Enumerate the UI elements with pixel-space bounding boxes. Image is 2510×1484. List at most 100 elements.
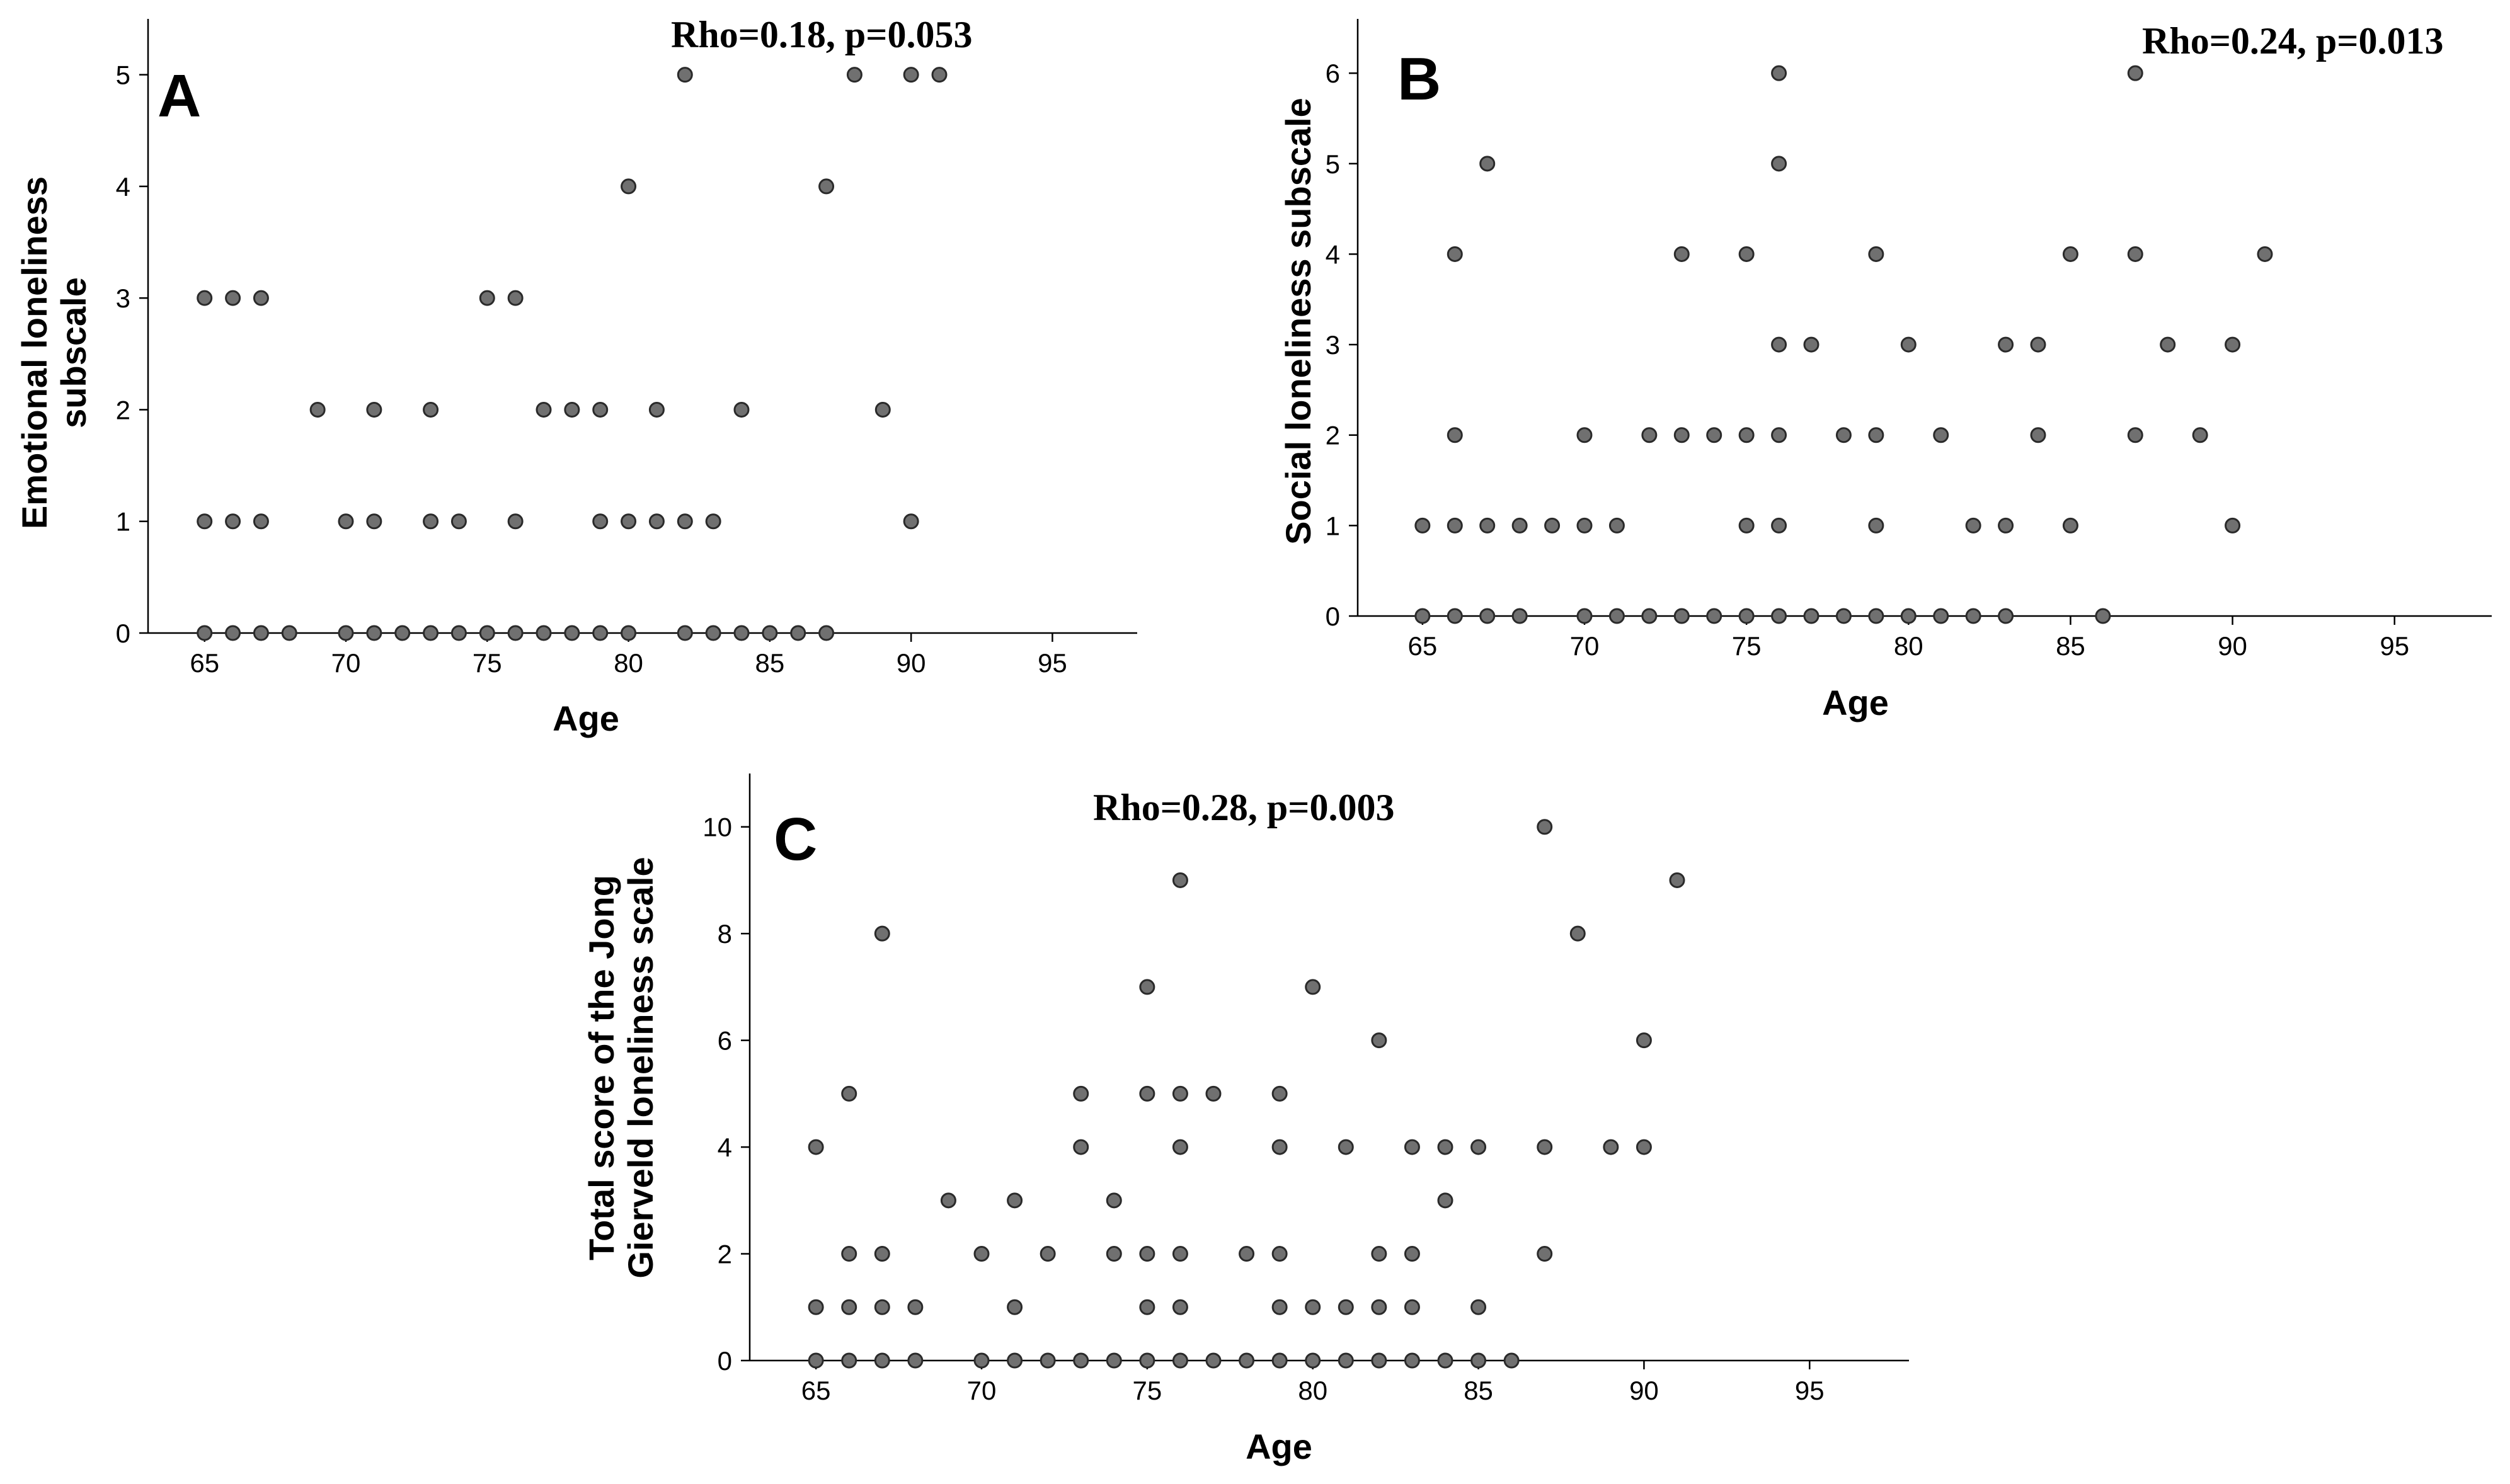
panel-a-data-point — [564, 401, 580, 418]
panel-a-data-point — [281, 625, 297, 641]
panel-c-data-point — [874, 1299, 890, 1315]
panel-c-x-tick-label: 95 — [1795, 1376, 1825, 1405]
panel-b-x-tick-label: 70 — [1570, 631, 1600, 661]
panel-a-data-point — [592, 401, 609, 418]
panel-b-x-tick-label: 80 — [1894, 631, 1923, 661]
panel-c-data-point — [1371, 1352, 1387, 1369]
panel-c-data-point — [1172, 1139, 1188, 1155]
panel-b-data-point — [1544, 517, 1561, 534]
panel-a-data-point — [818, 625, 835, 641]
panel-a-data-point — [733, 401, 750, 418]
panel-c-data-point — [1404, 1246, 1420, 1262]
panel-b-data-point — [1738, 246, 1755, 262]
panel-c-data-point — [1040, 1352, 1056, 1369]
panel-b-data-point — [2062, 517, 2078, 534]
panel-c-data-point — [1271, 1246, 1288, 1262]
panel-c-data-point — [841, 1085, 857, 1102]
panel-a-data-point — [621, 513, 637, 530]
panel-b-data-point — [1673, 246, 1690, 262]
panel-a-data-point — [931, 67, 948, 83]
panel-c-data-point — [1106, 1352, 1122, 1369]
panel-b-x-tick-label: 90 — [2218, 631, 2247, 661]
panel-c-y-tick-label: 0 — [718, 1346, 732, 1376]
panel-a-y-tick-label: 1 — [116, 507, 130, 537]
panel-c-y-tick-label: 4 — [718, 1133, 732, 1162]
panel-b-data-point — [1965, 608, 1981, 624]
panel-a-data-point — [903, 513, 919, 530]
panel-b-data-point — [1641, 608, 1658, 624]
panel-b-data-point — [1414, 608, 1431, 624]
panel-b-data-point — [2192, 427, 2208, 443]
panel-c-data-point — [1437, 1139, 1453, 1155]
panel-c-data-point — [1106, 1192, 1122, 1209]
panel-b-x-tick-label: 75 — [1732, 631, 1762, 661]
panel-a-letter: A — [158, 62, 201, 130]
panel-b-data-point — [1868, 608, 1884, 624]
panel-b-data-point — [2095, 608, 2111, 624]
panel-b-x-tick-label: 85 — [2056, 631, 2085, 661]
panel-c-data-point — [1007, 1352, 1023, 1369]
panel-c-data-point — [1139, 979, 1155, 995]
panel-c-data-point — [1404, 1352, 1420, 1369]
panel-a-data-point — [225, 513, 241, 530]
panel-b-y-axis-label-line: Social loneliness subscale — [1278, 98, 1318, 545]
panel-a-data-point — [253, 290, 269, 306]
panel-b-data-point — [1771, 517, 1787, 534]
panel-b-data-point — [1706, 427, 1722, 443]
panel-b-y-tick-label: 5 — [1326, 149, 1340, 179]
panel-b-y-tick-label: 3 — [1326, 330, 1340, 360]
panel-c-data-point — [1338, 1299, 1354, 1315]
panel-c-data-point — [1404, 1299, 1420, 1315]
panel-c-x-tick-label: 80 — [1298, 1376, 1327, 1405]
panel-c-x-tick-label: 70 — [967, 1376, 997, 1405]
panel-b-y-tick-label: 4 — [1326, 239, 1340, 269]
panel-c-data-point — [907, 1299, 924, 1315]
panel-a-data-point — [423, 513, 439, 530]
panel-b-y-tick-label: 1 — [1326, 511, 1340, 540]
panel-b-data-point — [2062, 246, 2078, 262]
panel-c-data-point — [841, 1352, 857, 1369]
panel-a-data-point — [479, 625, 495, 641]
panel-b-data-point — [1608, 517, 1625, 534]
panel-a-data-point — [507, 625, 524, 641]
panel-c-data-point — [1636, 1032, 1652, 1049]
panel-c-y-axis-label-line: Gierveld loneliness scale — [621, 857, 660, 1278]
panel-c-y-axis-label: Total score of the Jong Gierveld loneline… — [582, 857, 660, 1278]
panel-b-data-point — [1608, 608, 1625, 624]
panel-c-data-point — [1371, 1246, 1387, 1262]
panel-b-data-point — [1771, 65, 1787, 81]
panel-a-data-point — [536, 401, 552, 418]
panel-c-data-point — [1172, 1246, 1188, 1262]
panel-a-x-axis-label: Age — [553, 699, 619, 738]
panel-a-data-point — [592, 625, 609, 641]
panel-c-data-point — [1172, 1085, 1188, 1102]
panel-b-letter: B — [1397, 45, 1441, 113]
panel-b-data-point — [2257, 246, 2273, 262]
panel-b-data-point — [1998, 336, 2014, 353]
panel-b-y-tick-label: 2 — [1326, 421, 1340, 450]
panel-a-x-tick-label: 75 — [473, 648, 502, 678]
panel-b-x-axis-label: Age — [1822, 683, 1889, 722]
panel-c-y-tick-label: 2 — [718, 1240, 732, 1269]
panel-a-data-point — [874, 401, 891, 418]
panel-b-data-point — [1933, 427, 1949, 443]
panel-c-data-point — [1470, 1352, 1487, 1369]
panel-b-data-point — [1479, 608, 1496, 624]
panel-a-data-point — [648, 513, 665, 530]
panel-c-data-point — [1437, 1352, 1453, 1369]
panel-a-data-point — [621, 625, 637, 641]
panel-a-data-point — [818, 178, 835, 195]
panel-b-data-point — [1706, 608, 1722, 624]
panel-b-data-point — [1511, 517, 1528, 534]
panel-b-y-axis-label: Social loneliness subscale — [1278, 98, 1318, 545]
panel-c-data-point — [1371, 1032, 1387, 1049]
panel-c-data-point — [1437, 1192, 1453, 1209]
panel-b-data-point — [1576, 517, 1593, 534]
panel-c-data-point — [1338, 1139, 1354, 1155]
panel-a-data-point — [225, 290, 241, 306]
panel-a-data-point — [450, 513, 467, 530]
panel-c-data-point — [973, 1352, 990, 1369]
panel-c-x-tick-label: 85 — [1464, 1376, 1493, 1405]
panel-c-data-point — [1139, 1299, 1155, 1315]
panel-a-data-point — [507, 290, 524, 306]
